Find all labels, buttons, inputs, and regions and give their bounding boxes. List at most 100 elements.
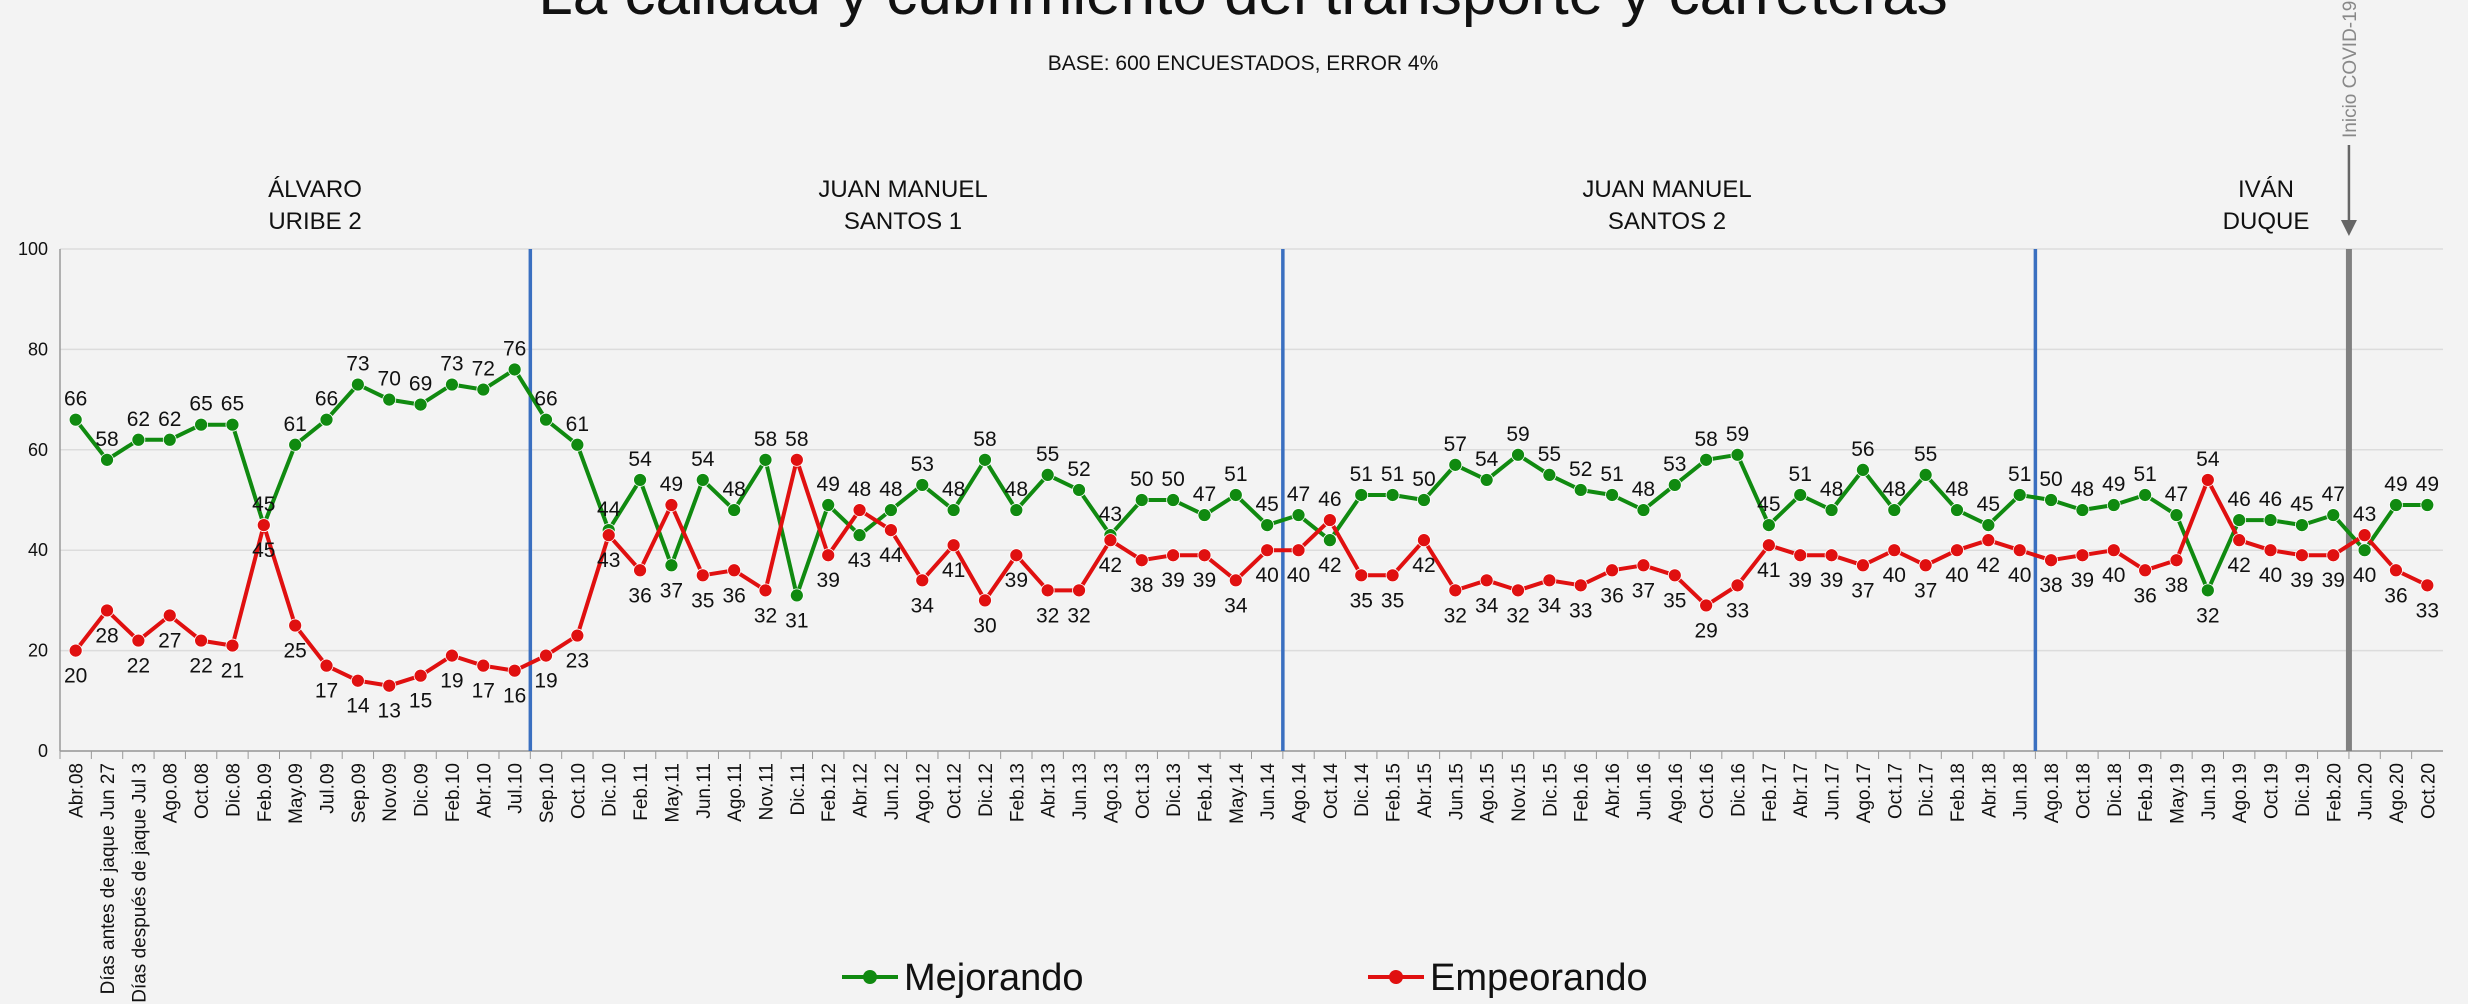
point <box>2012 543 2027 558</box>
x-tick-label: Dic.14 <box>1352 763 1373 817</box>
data-label: 45 <box>252 539 275 562</box>
data-label: 54 <box>1475 448 1499 471</box>
data-label: 55 <box>1036 443 1059 466</box>
point <box>100 452 114 467</box>
x-tick-label: Jun.17 <box>1823 763 1844 820</box>
point <box>1228 573 1243 588</box>
point <box>2138 488 2153 502</box>
point <box>570 437 585 452</box>
period-label: IVÁN <box>2238 176 2294 203</box>
point <box>162 608 177 623</box>
point <box>1479 573 1494 588</box>
point <box>1134 553 1149 568</box>
x-tick-label: Dic.10 <box>600 763 621 817</box>
point <box>2075 503 2090 517</box>
point <box>2044 553 2058 568</box>
data-label: 43 <box>1099 503 1122 526</box>
data-label: 21 <box>221 660 244 683</box>
y-tick-label: 40 <box>28 540 48 560</box>
x-tick-label: Dic.12 <box>976 763 997 817</box>
x-tick-label: Oct.12 <box>945 763 966 819</box>
period-label: JUAN MANUEL <box>1582 176 1751 203</box>
data-label: 38 <box>1130 574 1153 597</box>
data-label: 32 <box>1506 604 1529 627</box>
x-tick-label: Dic.13 <box>1164 763 1185 817</box>
point <box>664 498 679 512</box>
data-label: 42 <box>1099 554 1122 577</box>
data-label: 17 <box>315 680 338 703</box>
point <box>1448 583 1463 598</box>
data-label: 66 <box>315 388 338 411</box>
point <box>1856 558 1870 573</box>
data-label: 53 <box>911 453 934 476</box>
data-label: 55 <box>1914 443 1937 466</box>
data-label: 59 <box>1726 423 1749 446</box>
data-label: 34 <box>1224 594 1248 617</box>
point <box>350 673 365 688</box>
data-label: 58 <box>973 428 996 451</box>
point <box>1699 598 1714 613</box>
data-label: 39 <box>1161 569 1184 592</box>
data-label: 51 <box>1224 463 1247 486</box>
point <box>915 478 930 492</box>
data-label: 47 <box>1287 483 1310 506</box>
point <box>1322 513 1337 527</box>
point <box>852 528 867 543</box>
x-tick-label: Dic.08 <box>223 763 244 817</box>
point <box>1542 573 1557 588</box>
data-label: 55 <box>1538 443 1561 466</box>
point <box>1197 548 1212 563</box>
point <box>2232 533 2247 548</box>
data-label: 32 <box>1036 604 1059 627</box>
data-label: 39 <box>2071 569 2094 592</box>
data-label: 56 <box>1851 438 1874 461</box>
x-tick-label: May.09 <box>286 763 307 824</box>
point <box>1291 508 1306 522</box>
data-label: 45 <box>1977 493 2000 516</box>
x-tick-label: Feb.17 <box>1760 763 1781 822</box>
point <box>946 503 961 517</box>
point <box>2295 548 2309 563</box>
point <box>2420 498 2435 512</box>
y-tick-label: 100 <box>18 239 48 259</box>
x-tick-label: Jun.14 <box>1258 763 1279 820</box>
point <box>821 498 836 512</box>
data-label: 38 <box>2039 574 2062 597</box>
point <box>1573 483 1588 497</box>
data-label: 48 <box>1883 478 1906 501</box>
x-tick-label: Abr.16 <box>1603 763 1624 818</box>
point <box>695 473 710 487</box>
y-tick-label: 60 <box>28 440 48 460</box>
point <box>2326 548 2341 563</box>
data-label: 49 <box>2102 473 2125 496</box>
point <box>131 432 146 447</box>
data-label: 38 <box>2165 574 2188 597</box>
data-label: 36 <box>2133 584 2156 607</box>
x-tick-label: Jun.19 <box>2199 763 2220 820</box>
point <box>1072 583 1086 598</box>
data-label: 58 <box>1694 428 1717 451</box>
x-tick-label: Sep.09 <box>349 763 370 823</box>
data-label: 48 <box>942 478 965 501</box>
point <box>1260 543 1275 558</box>
point <box>727 563 742 578</box>
point <box>539 412 553 427</box>
x-tick-label: Oct.08 <box>192 763 213 819</box>
point <box>789 588 804 603</box>
data-label: 39 <box>2322 569 2345 592</box>
point <box>2044 493 2058 507</box>
data-label: 41 <box>942 559 965 582</box>
x-tick-label: Jun.12 <box>882 763 903 820</box>
x-tick-label: Ago.13 <box>1101 763 1122 823</box>
data-label: 54 <box>628 448 652 471</box>
data-label: 42 <box>2228 554 2251 577</box>
point <box>1730 447 1745 462</box>
x-tick-label: Dic.18 <box>2105 763 2126 817</box>
x-tick-label: Oct.13 <box>1133 763 1154 819</box>
data-label: 35 <box>691 589 714 612</box>
point <box>1918 558 1933 573</box>
data-label: 61 <box>566 413 589 436</box>
data-label: 15 <box>409 690 432 713</box>
x-tick-label: Ago.11 <box>725 763 746 822</box>
data-label: 51 <box>2133 463 2156 486</box>
